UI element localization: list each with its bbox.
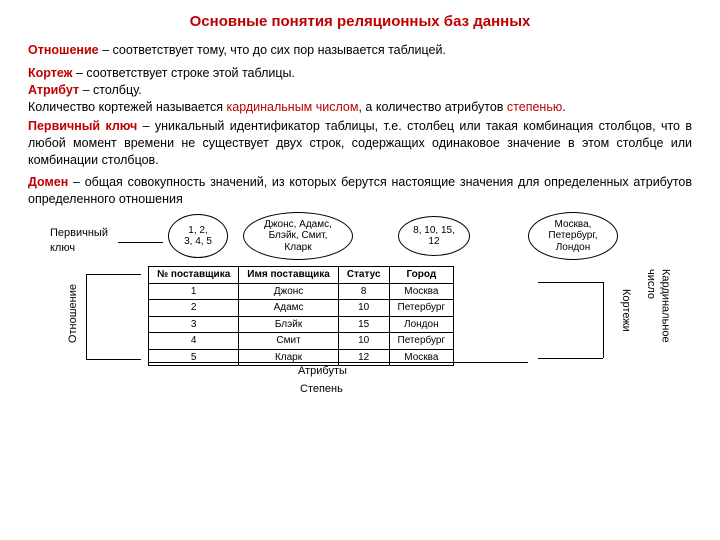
table-row: 1Джонс8Москва [149, 283, 454, 300]
label-pk: Первичный ключ [50, 226, 108, 256]
label-degree: Степень [300, 382, 343, 397]
col-city: Город [389, 267, 454, 284]
brace-relation-bot [86, 359, 141, 360]
brace-relation-top [86, 274, 141, 275]
text: – общая совокупность значений, из которы… [28, 175, 692, 206]
label-cardinal: Кардинальное число [643, 269, 673, 343]
para-relation: Отношение – соответствует тому, что до с… [28, 42, 692, 59]
text: , а количество атрибутов [358, 100, 506, 114]
label-tuples: Кортежи [618, 289, 633, 332]
label-attrs: Атрибуты [298, 364, 347, 379]
para-pk: Первичный ключ – уникальный идентификато… [28, 118, 692, 169]
diagram: Первичный ключ 1, 2, 3, 4, 5 Джонс, Адам… [28, 214, 692, 404]
brace-relation [86, 274, 87, 359]
col-name: Имя поставщика [239, 267, 339, 284]
brace-tuples-bot [538, 358, 603, 359]
table-row: 4Смит10Петербург [149, 333, 454, 350]
table-row: 2Адамс10Петербург [149, 300, 454, 317]
term-degree: степенью [507, 100, 562, 114]
para-tuple-attr: Кортеж – соответствует строке этой табли… [28, 65, 692, 116]
col-id: № поставщика [149, 267, 239, 284]
brace-attrs [148, 362, 528, 363]
text: – соответствует тому, что до сих пор наз… [99, 43, 446, 57]
arrow-pk [118, 242, 163, 243]
bubble-ids: 1, 2, 3, 4, 5 [168, 214, 228, 258]
text: – столбцу. [79, 83, 142, 97]
col-status: Статус [338, 267, 389, 284]
term-domain: Домен [28, 175, 68, 189]
page-title: Основные понятия реляционных баз данных [28, 12, 692, 32]
table-header-row: № поставщика Имя поставщика Статус Город [149, 267, 454, 284]
brace-tuples-top [538, 282, 603, 283]
text: . [562, 100, 565, 114]
bubble-status: 8, 10, 15, 12 [398, 216, 470, 256]
bubble-city: Москва, Петербург, Лондон [528, 212, 618, 260]
label-relation: Отношение [66, 284, 81, 343]
para-domain: Домен – общая совокупность значений, из … [28, 174, 692, 208]
data-table: № поставщика Имя поставщика Статус Город… [148, 266, 454, 366]
term-tuple: Кортеж [28, 66, 73, 80]
term-attribute: Атрибут [28, 83, 79, 97]
term-cardinal: кардинальным числом [227, 100, 359, 114]
term-relation: Отношение [28, 43, 99, 57]
text: – соответствует строке этой таблицы. [73, 66, 296, 80]
brace-tuples [603, 282, 604, 358]
term-pk: Первичный ключ [28, 119, 137, 133]
bubble-names: Джонс, Адамс, Блэйк, Смит, Кларк [243, 212, 353, 260]
table-row: 3Блэйк15Лондон [149, 316, 454, 333]
text: Количество кортежей называется [28, 100, 227, 114]
